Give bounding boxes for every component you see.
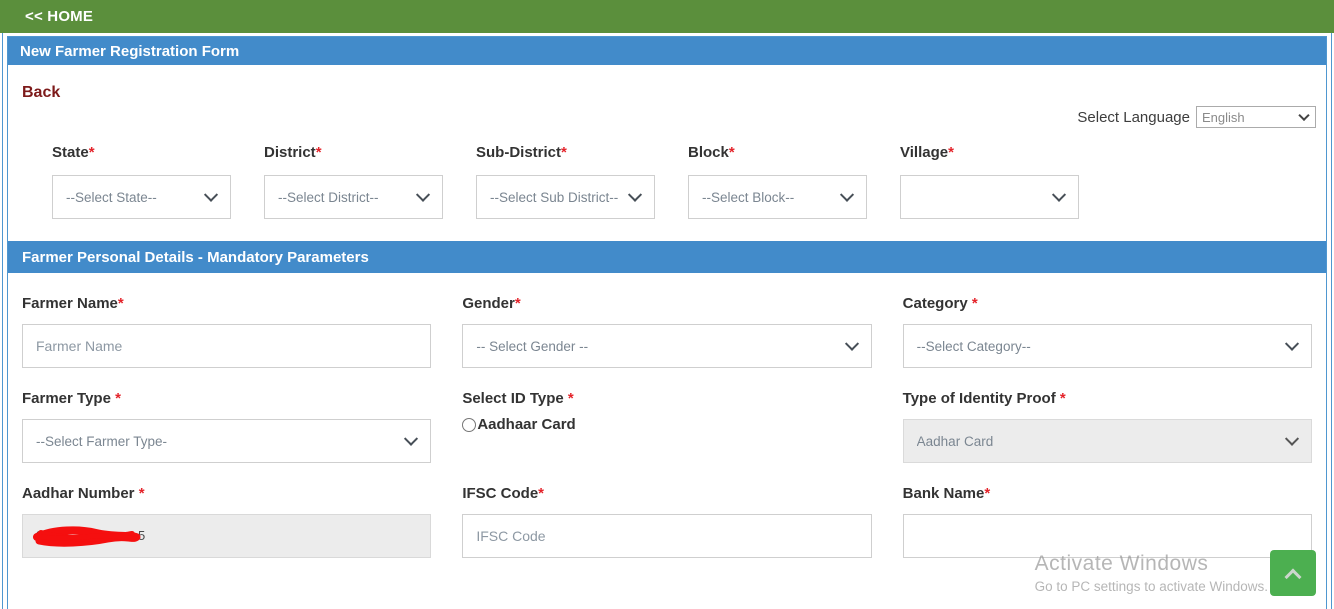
required-asterisk: *	[514, 295, 521, 312]
bank-name-label: Bank Name*	[902, 485, 991, 502]
aadhar-masked-prefix: 8	[36, 528, 44, 543]
sub-district-label: Sub-District*	[476, 144, 567, 161]
section-header-text: Farmer Personal Details - Mandatory Para…	[22, 248, 369, 266]
ifsc-code-field: IFSC Code*	[462, 463, 872, 558]
language-row: Select Language English	[8, 106, 1316, 128]
required-asterisk: *	[984, 485, 991, 502]
bank-name-field: Bank Name*	[902, 463, 1312, 558]
aadhaar-card-radio-label: Aadhaar Card	[477, 416, 576, 433]
identity-proof-select: Aadhar Card	[902, 419, 1312, 463]
state-select-wrap: --Select State--	[52, 175, 231, 219]
aadhaar-card-radio[interactable]	[462, 417, 477, 432]
district-select-wrap: --Select District--	[264, 175, 443, 219]
page-title-text: New Farmer Registration Form	[20, 42, 240, 60]
farmer-type-select-wrap: --Select Farmer Type-	[22, 419, 432, 463]
language-label: Select Language	[1077, 108, 1190, 126]
farmer-type-label: Farmer Type *	[22, 390, 121, 407]
district-label: District*	[264, 144, 322, 161]
chevron-up-icon	[1284, 568, 1302, 586]
ifsc-code-label: IFSC Code*	[462, 485, 545, 502]
scroll-to-top-button[interactable]	[1270, 550, 1316, 596]
bank-name-input[interactable]	[902, 514, 1312, 558]
required-asterisk: *	[561, 144, 567, 161]
category-select-wrap: --Select Category--	[902, 324, 1312, 368]
required-asterisk: *	[971, 295, 978, 312]
language-select[interactable]: English	[1196, 106, 1316, 128]
village-field: Village*	[900, 144, 1079, 219]
page-title: New Farmer Registration Form	[8, 37, 1326, 65]
aadhar-number-input-wrap: 8 5	[22, 514, 432, 558]
required-asterisk: *	[315, 144, 322, 161]
ifsc-code-input[interactable]	[462, 514, 872, 558]
required-asterisk: *	[117, 295, 124, 312]
farmer-name-label: Farmer Name*	[22, 295, 124, 312]
required-asterisk: *	[115, 390, 121, 407]
sub-district-select-wrap: --Select Sub District--	[476, 175, 655, 219]
id-type-label: Select ID Type *	[462, 390, 574, 407]
top-nav-bar: << HOME	[0, 0, 1334, 33]
gender-select-wrap: -- Select Gender --	[462, 324, 872, 368]
required-asterisk: *	[138, 485, 145, 502]
block-field: Block* --Select Block--	[688, 144, 867, 219]
required-asterisk: *	[88, 144, 95, 161]
ifsc-code-input-wrap	[462, 514, 872, 558]
farmer-type-select[interactable]: --Select Farmer Type-	[22, 419, 432, 463]
state-select[interactable]: --Select State--	[52, 175, 231, 219]
required-asterisk: *	[948, 144, 954, 161]
aadhar-number-input	[22, 514, 432, 558]
farmer-name-field: Farmer Name*	[22, 273, 432, 368]
farmer-type-field: Farmer Type * --Select Farmer Type-	[22, 368, 432, 463]
gender-label: Gender*	[462, 295, 521, 312]
farmer-name-input-wrap	[22, 324, 432, 368]
required-asterisk: *	[567, 390, 574, 407]
aadhaar-card-radio-row[interactable]: Aadhaar Card	[462, 416, 871, 433]
village-label: Village*	[900, 144, 954, 161]
block-label: Block*	[688, 144, 735, 161]
back-link[interactable]: Back	[22, 84, 61, 101]
form-container: New Farmer Registration Form Back Select…	[7, 36, 1327, 609]
block-select[interactable]: --Select Block--	[688, 175, 867, 219]
sub-district-field: Sub-District* --Select Sub District--	[476, 144, 655, 219]
farmer-name-input[interactable]	[22, 324, 432, 368]
block-select-wrap: --Select Block--	[688, 175, 867, 219]
state-field: State* --Select State--	[52, 144, 231, 219]
category-label: Category *	[902, 295, 978, 312]
location-fields-row: State* --Select State-- District* --Sele…	[52, 144, 1326, 219]
identity-proof-field: Type of Identity Proof * Aadhar Card	[902, 368, 1312, 463]
district-select[interactable]: --Select District--	[264, 175, 443, 219]
village-select[interactable]	[900, 175, 1079, 219]
language-select-wrap: English	[1196, 106, 1316, 128]
gender-select[interactable]: -- Select Gender --	[462, 324, 872, 368]
required-asterisk: *	[1059, 390, 1066, 407]
state-label: State*	[52, 144, 95, 161]
page-frame: New Farmer Registration Form Back Select…	[2, 33, 1332, 609]
aadhar-number-field: Aadhar Number * 8 5	[22, 463, 432, 558]
home-link[interactable]: << HOME	[25, 8, 94, 25]
category-field: Category * --Select Category--	[902, 273, 1312, 368]
personal-details-grid: Farmer Name* Gender* -- Select Gender --…	[8, 273, 1326, 558]
section-header: Farmer Personal Details - Mandatory Para…	[8, 241, 1326, 273]
bank-name-input-wrap	[902, 514, 1312, 558]
id-type-field: Select ID Type * Aadhaar Card	[462, 368, 871, 463]
aadhar-number-label: Aadhar Number *	[22, 485, 145, 502]
required-asterisk: *	[728, 144, 735, 161]
sub-district-select[interactable]: --Select Sub District--	[476, 175, 655, 219]
identity-proof-label: Type of Identity Proof *	[902, 390, 1066, 407]
required-asterisk: *	[538, 485, 545, 502]
gender-field: Gender* -- Select Gender --	[462, 273, 872, 368]
identity-proof-select-wrap: Aadhar Card	[902, 419, 1312, 463]
village-select-wrap	[900, 175, 1079, 219]
district-field: District* --Select District--	[264, 144, 443, 219]
category-select[interactable]: --Select Category--	[902, 324, 1312, 368]
aadhar-masked-suffix: 5	[138, 528, 146, 543]
